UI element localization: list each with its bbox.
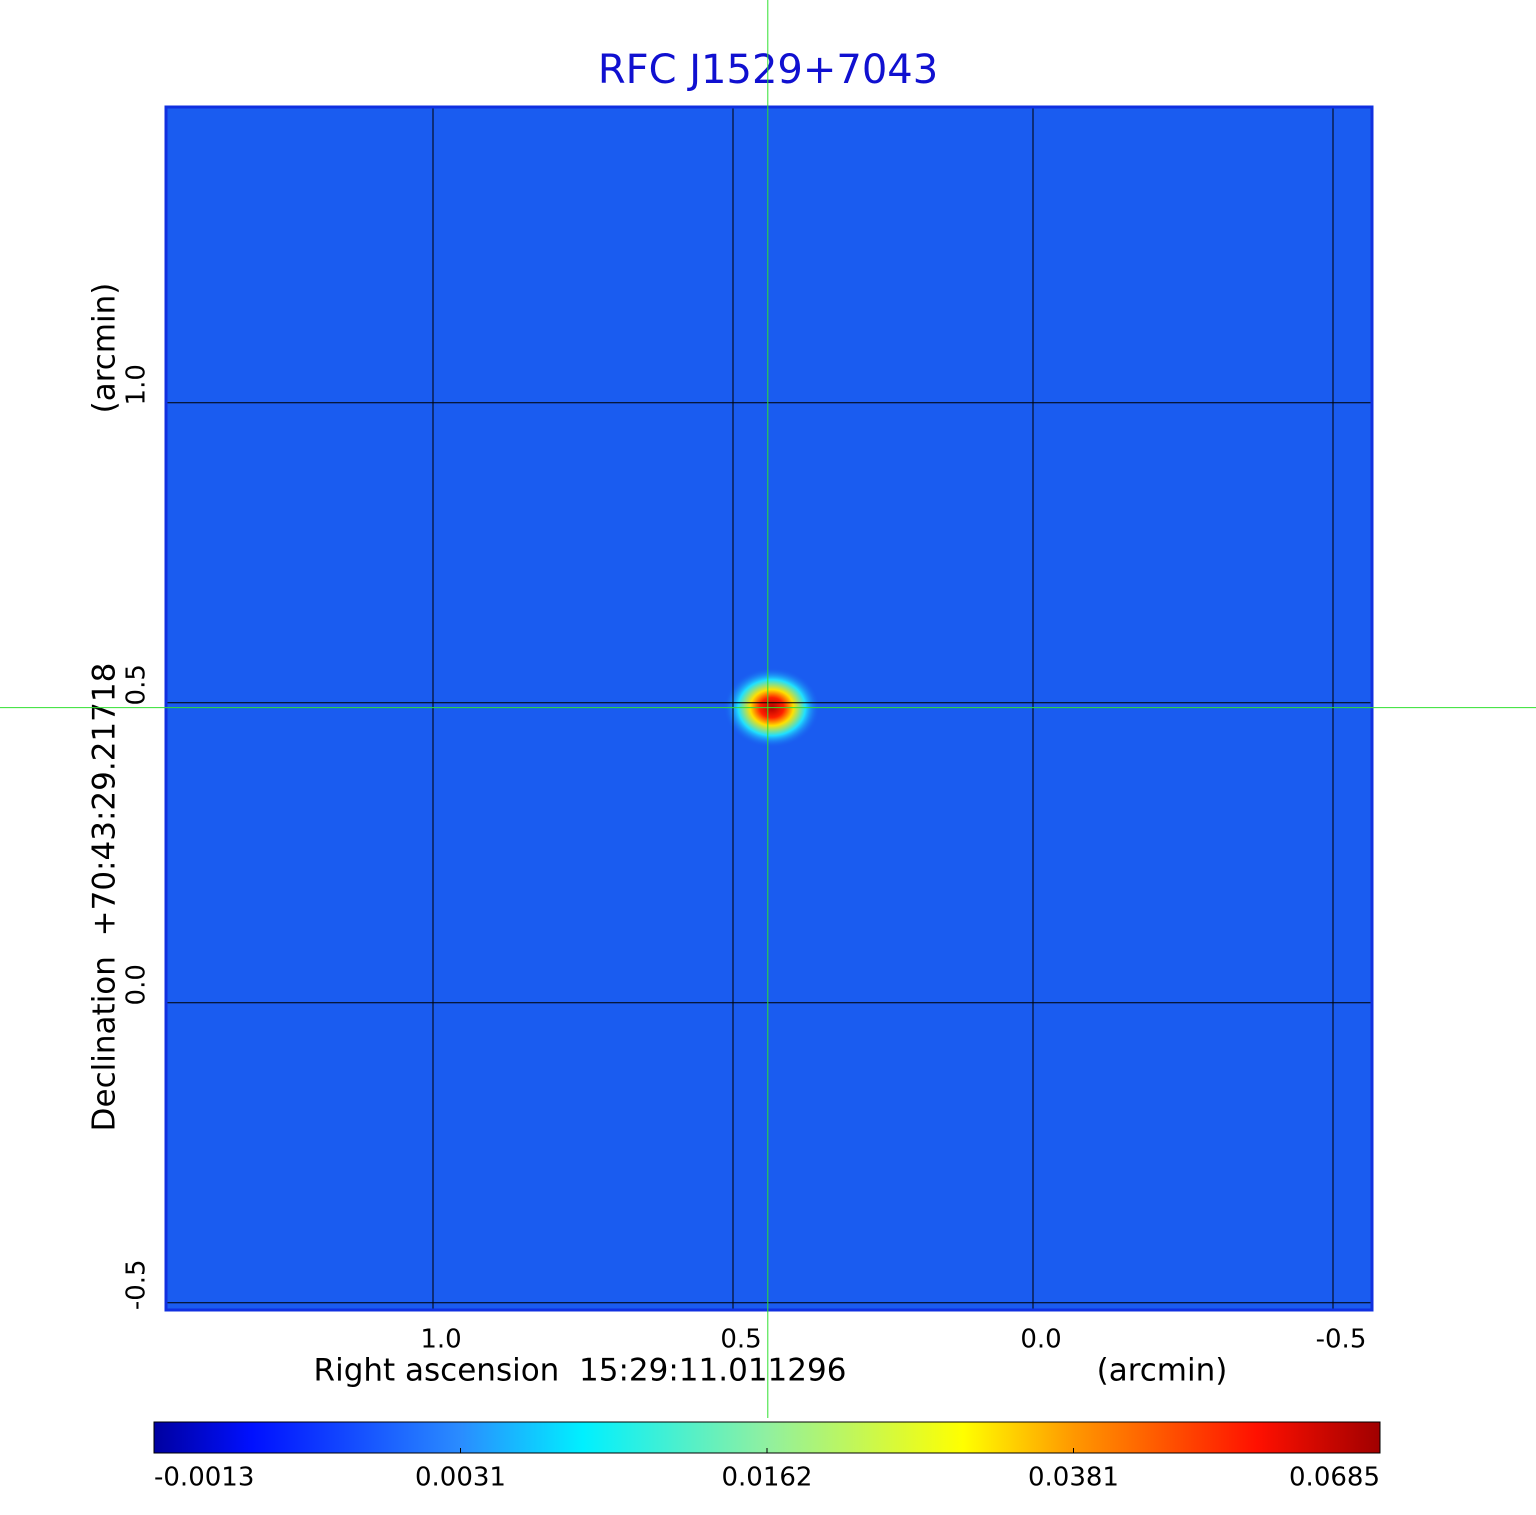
y-axis-label: Declination +70:43:29.21718 [87,663,123,1132]
frame [164,105,1374,1312]
y-axis-unit: (arcmin) [87,283,123,414]
colorbar [153,1421,1381,1454]
colorbar-tick-label: -0.0013 [154,1463,254,1493]
x-tick-label: 1.0 [420,1325,461,1355]
colorbar-tick-label: 0.0381 [1028,1463,1119,1493]
y-tick-label: 0.5 [122,664,152,705]
y-tick-label: 0.0 [122,964,152,1005]
colorbar-tick-label: 0.0685 [1289,1463,1380,1493]
y-tick-label: -0.5 [122,1259,152,1310]
x-axis-unit: (arcmin) [1097,1353,1228,1389]
y-tick-label: 1.0 [122,364,152,405]
x-tick-label: 0.5 [720,1325,761,1355]
x-tick-label: -0.5 [1316,1325,1367,1355]
colorbar-tick-label: 0.0162 [722,1463,813,1493]
x-tick-label: 0.0 [1020,1325,1061,1355]
x-axis-label: Right ascension 15:29:11.011296 [314,1353,847,1389]
colorbar-tick-label: 0.0031 [415,1463,506,1493]
